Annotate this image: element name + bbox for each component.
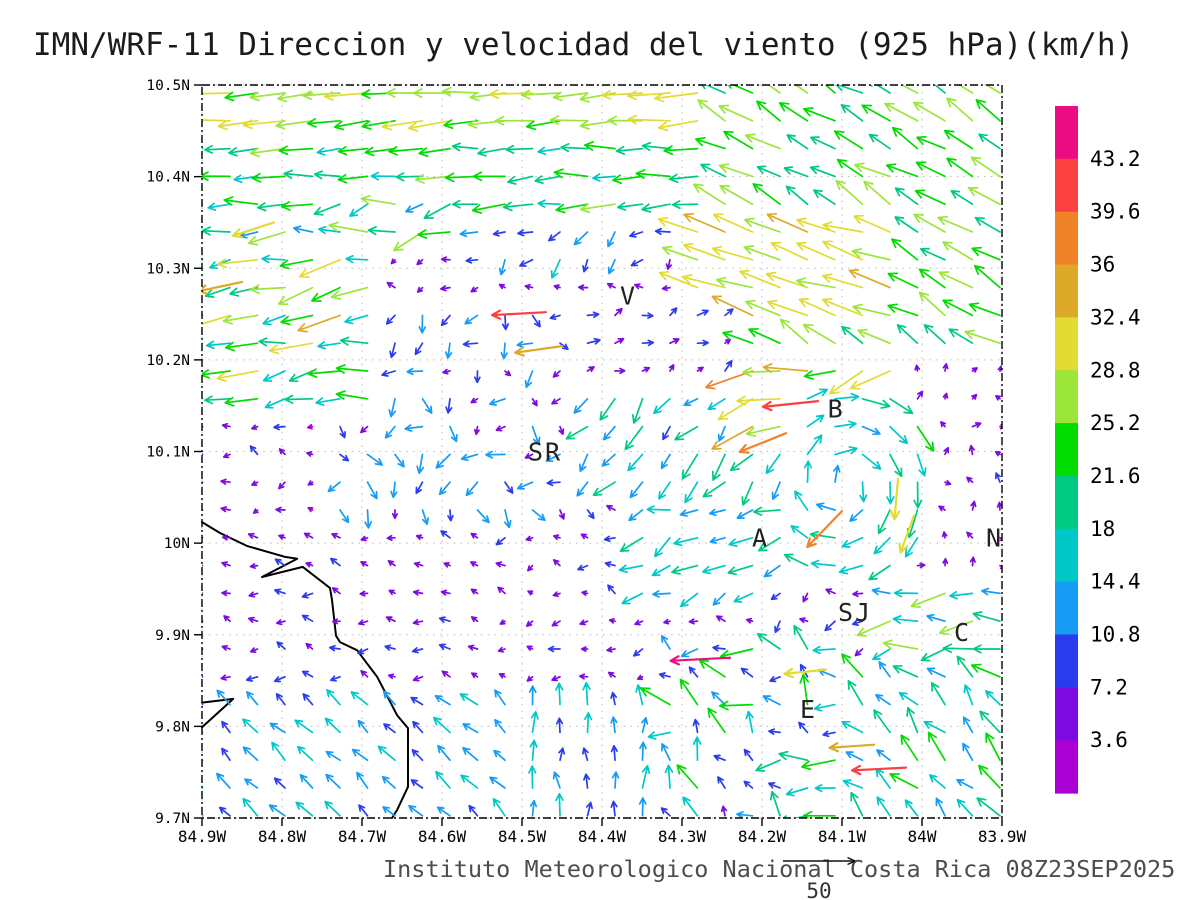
lat-tick-label: 10.5N [146,78,190,94]
reference-vector-label: 50 [806,879,831,900]
lon-tick-label: 84.6W [418,827,467,846]
colorbar-label: 7.2 [1090,675,1128,699]
coastline [201,521,409,819]
chart-title: IMN/WRF-11 Direccion y velocidad del vie… [33,27,1135,63]
lon-tick-label: 84.7W [338,827,387,846]
lat-tick-label: 10.1N [146,445,190,461]
lon-tick-label: 84.5W [498,827,547,846]
city-label-e: E [800,695,817,724]
colorbar-label: 28.8 [1090,358,1141,382]
city-label-b: B [828,394,845,423]
city-labels: V SR B A N SJ C E [528,282,1003,724]
lon-tick-label: 84W [908,827,937,846]
reference-vector-head-icon [847,856,856,866]
colorbar-label: 14.4 [1090,570,1141,594]
lon-tick-label: 83.9W [978,827,1027,846]
city-label-v: V [620,282,637,311]
colorbar-label: 36 [1090,253,1115,277]
city-label-a: A [752,524,769,553]
colorbar-label: 18 [1090,517,1115,541]
lat-tick-label: 10.4N [146,170,190,186]
colorbar-label: 25.2 [1090,411,1141,435]
colorbar-label: 3.6 [1090,728,1128,752]
colorbar-label: 39.6 [1090,200,1141,224]
lat-tick-label: 10.3N [146,261,190,277]
colorbar-label: 10.8 [1090,623,1141,647]
city-label-sj: SJ [838,598,872,627]
reference-vector: 50 [783,856,856,900]
colorbar-label: 43.2 [1090,147,1141,171]
colorbar-label: 21.6 [1090,464,1141,488]
city-label-c: C [954,618,971,647]
lat-tick-label: 9.7N [155,811,190,827]
lon-tick-label: 84.3W [658,827,707,846]
lat-lon-gridlines [201,84,1003,819]
footer-credit: Instituto Meteorologico Nacional Costa R… [383,855,1175,883]
lat-tick-label: 10N [164,536,190,552]
lat-tick-label: 9.9N [155,628,190,644]
lon-tick-label: 84.8W [258,827,307,846]
axis-ticks: 10.5N 10.4N 10.3N 10.2N 10.1N 10N 9.9N 9.8N 9.7N… [146,78,1026,846]
city-label-sr: SR [528,438,562,467]
lon-tick-label: 84.4W [578,827,627,846]
lat-tick-label: 10.2N [146,353,190,369]
colorbar: 43.2 39.6 36 32.4 28.8 25.2 21.6 18 14.4 10.8 7.2 3… [1055,106,1141,794]
lat-tick-label: 9.8N [155,719,190,735]
colorbar-label: 32.4 [1090,305,1141,329]
city-label-n: N [986,524,1003,553]
lon-tick-label: 84.9W [178,827,227,846]
lon-tick-label: 84.1W [818,827,867,846]
lon-tick-label: 84.2W [738,827,787,846]
wind-vectors [202,85,1002,818]
